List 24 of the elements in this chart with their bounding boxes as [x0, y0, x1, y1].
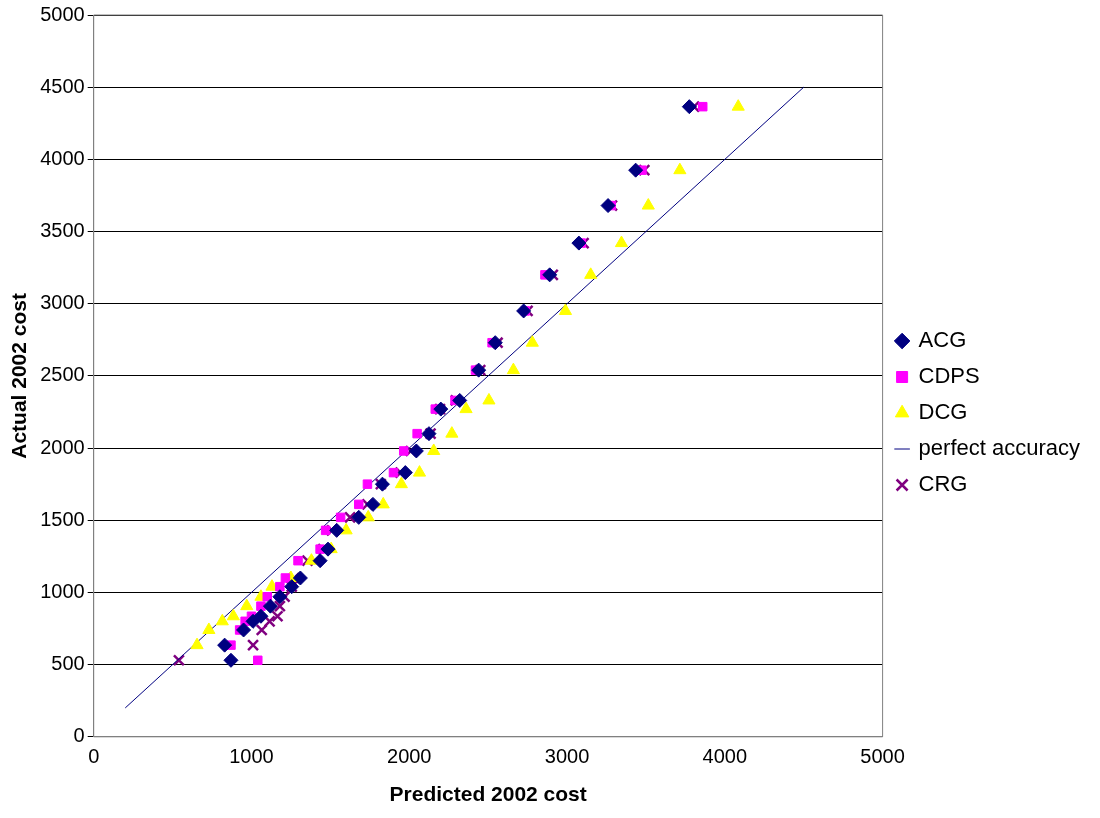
x-tick-label: 0 — [88, 745, 100, 768]
y-tick-label: 2500 — [40, 363, 85, 386]
y-tick-label: 500 — [51, 652, 85, 675]
x-tick-label: 1000 — [229, 745, 274, 768]
y-axis-title: Actual 2002 cost — [7, 293, 31, 459]
legend-label: perfect accuracy — [918, 435, 1080, 461]
y-tick-label: 5000 — [40, 2, 85, 25]
legend-label: ACG — [918, 327, 967, 353]
y-tick-label: 0 — [73, 724, 85, 747]
legend-label: CRG — [918, 471, 968, 497]
y-tick-label: 2000 — [40, 435, 85, 458]
y-tick-label: 4500 — [40, 74, 85, 97]
x-axis-title: Predicted 2002 cost — [389, 782, 587, 806]
y-tick-label: 4000 — [40, 146, 85, 169]
y-tick-label: 3500 — [40, 219, 85, 242]
x-tick-label: 3000 — [544, 745, 590, 768]
y-tick-label: 3000 — [40, 291, 85, 314]
y-tick-label: 1000 — [40, 579, 85, 602]
y-tick-label: 1500 — [40, 507, 85, 530]
legend-label: CDPS — [918, 363, 980, 389]
x-tick-label: 2000 — [387, 745, 432, 768]
x-tick-label: 4000 — [702, 745, 748, 768]
legend-label: DCG — [918, 399, 968, 425]
x-tick-label: 5000 — [860, 745, 905, 768]
